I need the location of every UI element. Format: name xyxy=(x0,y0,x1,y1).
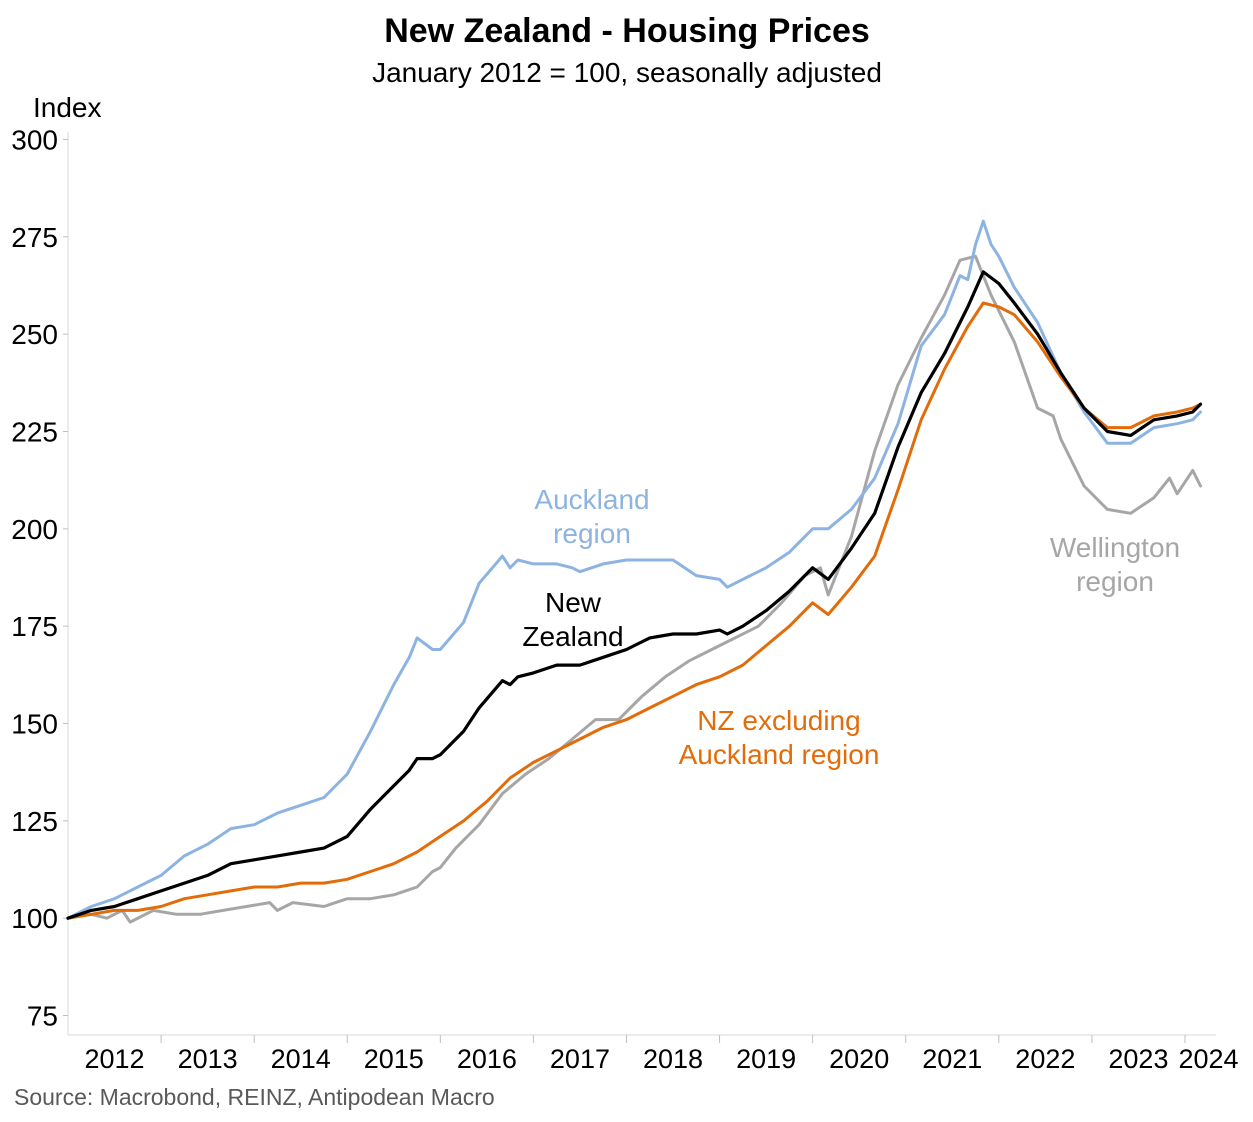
source-note: Source: Macrobond, REINZ, Antipodean Mac… xyxy=(14,1084,495,1110)
series-label-line: region xyxy=(553,518,631,549)
series-label-line: New xyxy=(545,587,602,618)
y-tick-label: 250 xyxy=(11,319,58,350)
x-tick-label: 2016 xyxy=(457,1044,517,1074)
series-label-line: Wellington xyxy=(1050,532,1180,563)
x-tick-label: 2014 xyxy=(271,1044,331,1074)
x-tick-label: 2019 xyxy=(736,1044,796,1074)
y-tick-label: 300 xyxy=(11,124,58,155)
series-label-line: NZ excluding xyxy=(697,705,860,736)
x-tick-label: 2022 xyxy=(1015,1044,1075,1074)
series-line-new-zealand xyxy=(66,270,1203,920)
series-label-line: Auckland region xyxy=(679,739,880,770)
y-tick-label: 150 xyxy=(11,709,58,740)
x-tick-label: 2017 xyxy=(550,1044,610,1074)
x-tick-label: 2015 xyxy=(364,1044,424,1074)
series-line-wellington xyxy=(66,254,1202,924)
y-axis-label: Index xyxy=(33,92,102,123)
series-label-line: Auckland xyxy=(534,484,649,515)
chart-title: New Zealand - Housing Prices xyxy=(384,12,870,50)
x-tick-label: 2021 xyxy=(922,1044,982,1074)
x-tick-label: 2012 xyxy=(85,1044,145,1074)
series-lines xyxy=(66,219,1203,924)
series-label-nz-ex-auckland: NZ excluding Auckland region xyxy=(679,705,880,770)
series-label-line: Zealand xyxy=(522,621,623,652)
chart-subtitle: January 2012 = 100, seasonally adjusted xyxy=(372,57,882,88)
series-label-line: region xyxy=(1076,566,1154,597)
x-tick-label: 2013 xyxy=(178,1044,238,1074)
x-tick-label: 2023 xyxy=(1108,1044,1168,1074)
y-tick-label: 225 xyxy=(11,416,58,447)
x-tick-label: 2018 xyxy=(643,1044,703,1074)
y-tick-label: 100 xyxy=(11,903,58,934)
x-tick-label: 2020 xyxy=(829,1044,889,1074)
y-tick-label: 200 xyxy=(11,514,58,545)
y-tick-label: 75 xyxy=(27,1001,58,1032)
y-tick-label: 125 xyxy=(11,806,58,837)
series-label-wellington: Wellington region xyxy=(1050,532,1180,597)
y-tick-label: 175 xyxy=(11,611,58,642)
x-tick-label: 2024 xyxy=(1178,1044,1238,1074)
series-label-new-zealand: New Zealand xyxy=(522,587,623,652)
y-tick-label: 275 xyxy=(11,222,58,253)
series-label-auckland: Auckland region xyxy=(534,484,649,549)
axes: 75 100 125 150 175 200 225 250 275 300 2012 2013 201… xyxy=(11,124,1238,1074)
series-line-auckland xyxy=(66,219,1202,920)
series-line-nz-ex-auckland xyxy=(66,301,1202,920)
